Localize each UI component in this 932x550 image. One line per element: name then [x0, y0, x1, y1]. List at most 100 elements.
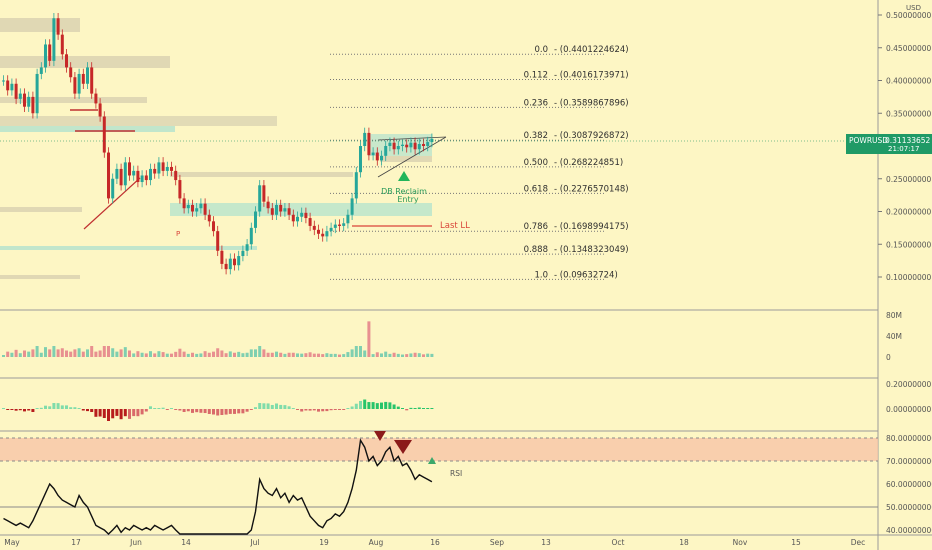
volume-bar: [161, 352, 165, 357]
macd-bar: [363, 399, 367, 409]
candle: [153, 168, 157, 174]
macd-bar: [254, 407, 257, 409]
volume-bar: [346, 352, 350, 357]
volume-bar: [254, 349, 257, 357]
fib-ratio-label: 0.236: [524, 98, 548, 108]
macd-bar: [413, 408, 417, 409]
volume-bar: [220, 350, 224, 357]
time-axis[interactable]: May 17 Jun 14 Jul 19 Aug 16 Sep 13 Oct 18 Nov 15 Dec: [4, 538, 865, 547]
candle: [212, 221, 215, 232]
volume-bar: [203, 351, 207, 357]
volume-bar: [359, 346, 362, 357]
volume-bar: [39, 352, 43, 357]
macd-bar: [296, 409, 299, 410]
macd-histogram: [2, 399, 434, 421]
volume-bar: [157, 351, 161, 357]
macd-bar: [27, 409, 31, 411]
candle: [77, 73, 81, 94]
candle: [233, 258, 236, 266]
macd-bar: [245, 409, 249, 412]
macd-bar: [35, 408, 39, 409]
volume-bar: [380, 353, 383, 357]
volume-bar: [170, 353, 173, 357]
macd-bar: [338, 409, 341, 410]
macd-bar: [405, 409, 409, 411]
fib-retracement[interactable]: 0.0 - (0.4401224624) 0.112 - (0.4016173971)…: [330, 45, 629, 280]
p-marker-label: P: [176, 230, 180, 238]
candle: [413, 142, 417, 150]
macd-bar: [195, 409, 199, 413]
candle: [266, 201, 270, 209]
macd-bar: [144, 409, 148, 412]
macd-bar: [178, 409, 182, 411]
candle: [249, 227, 253, 245]
price-tick-label: 0.15000000: [886, 240, 932, 249]
volume-bar: [258, 346, 262, 357]
macd-bar: [291, 408, 295, 409]
volume-bar: [69, 351, 73, 357]
fib-ratio-label: 0.618: [524, 184, 548, 194]
volume-bar: [371, 354, 375, 357]
candle: [401, 144, 404, 146]
candle: [325, 231, 329, 237]
last-ll-label: Last LL: [440, 221, 470, 231]
rsi-band: [0, 438, 878, 461]
volume-bar: [317, 353, 320, 357]
macd-bar: [140, 409, 144, 415]
macd-bar: [224, 409, 228, 415]
candle: [262, 185, 266, 202]
macd-bar: [396, 406, 400, 409]
volume-bar: [136, 351, 140, 357]
volume-bar: [86, 349, 89, 357]
macd-bar: [31, 409, 35, 412]
volume-bar: [56, 349, 60, 357]
macd-axis: 0.20000000 0.00000000: [886, 380, 932, 414]
macd-bar: [149, 406, 152, 409]
price-tick-label: 0.25000000: [886, 175, 932, 184]
candle: [333, 224, 337, 228]
candle: [258, 185, 262, 212]
candle: [140, 175, 144, 183]
volume-bar: [107, 346, 110, 357]
candle: [102, 116, 106, 153]
candle: [178, 180, 182, 199]
candle: [86, 67, 89, 84]
macd-bar: [111, 409, 115, 419]
candle: [128, 162, 131, 176]
time-tick-label: Nov: [733, 538, 748, 547]
volume-bar: [426, 353, 430, 357]
volume-bar: [350, 349, 354, 357]
candle: [224, 263, 228, 270]
candle: [241, 250, 245, 257]
time-tick-label: 16: [430, 538, 440, 547]
candle: [371, 152, 375, 156]
volume-bar: [2, 355, 5, 357]
volume-bar: [325, 353, 329, 357]
macd-bar: [300, 409, 304, 412]
volume-bar: [94, 351, 98, 357]
macd-bar: [2, 408, 5, 409]
price-tick-label: 0.10000000: [886, 273, 932, 282]
volume-bar: [312, 353, 316, 357]
volume-bar: [60, 348, 64, 357]
volume-bar: [422, 354, 425, 357]
volume-bar: [65, 350, 68, 357]
macd-bar: [283, 405, 287, 409]
candle: [203, 203, 207, 215]
volume-bar: [245, 352, 249, 357]
candle: [73, 77, 77, 94]
volume-bar: [275, 351, 278, 357]
macd-bar: [107, 409, 110, 421]
macd-bar: [275, 403, 278, 409]
candle: [136, 170, 140, 183]
macd-bar: [14, 409, 18, 411]
time-tick-label: 19: [319, 538, 329, 547]
macd-bar: [69, 407, 73, 409]
macd-bar: [401, 408, 404, 409]
candle: [10, 83, 14, 91]
candle: [216, 231, 220, 251]
up-arrow-icon: [398, 171, 410, 181]
candle: [144, 175, 148, 181]
macd-bar: [6, 409, 10, 410]
